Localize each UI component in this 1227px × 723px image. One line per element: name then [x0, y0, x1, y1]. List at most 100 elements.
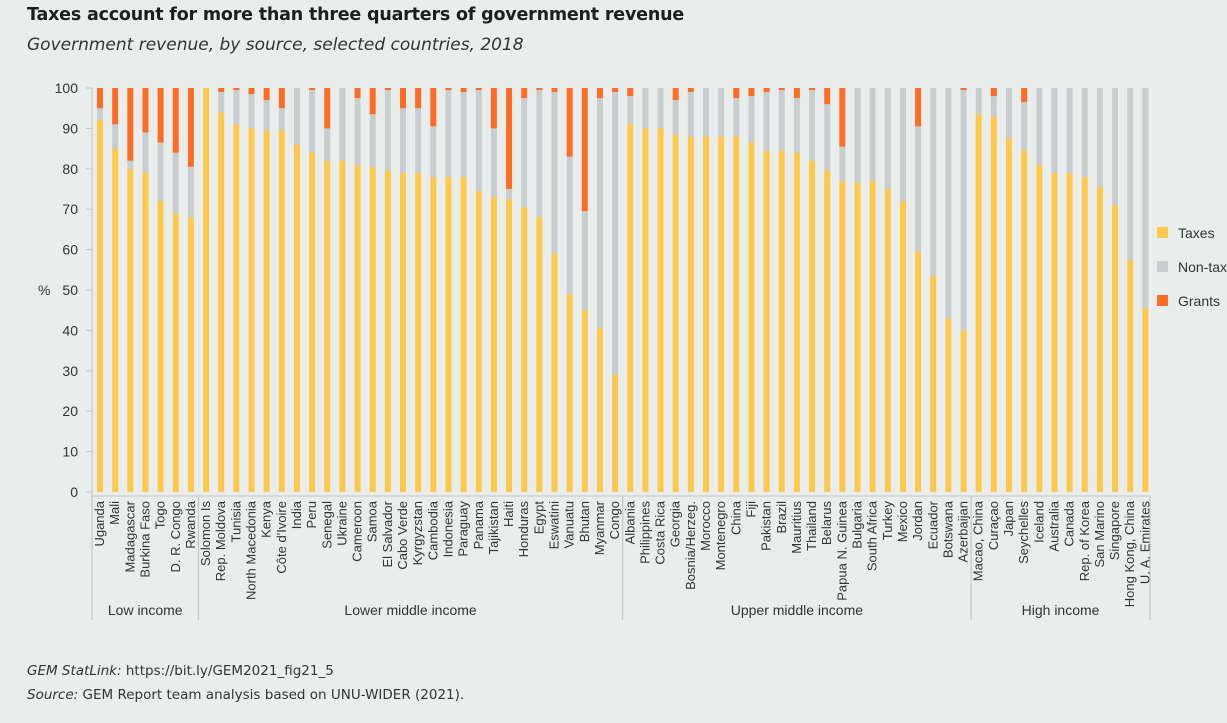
bar-taxes-38 — [672, 134, 679, 492]
x-tick-label: U. A. Emirates — [1137, 501, 1152, 585]
y-tick-label: 30 — [62, 363, 78, 379]
bar-taxes-26 — [490, 197, 497, 492]
bar-grants-23 — [445, 88, 452, 91]
stacked-bar-chart: 0 10 20 30 40 50 60 70 80 90 100% Uganda Mali Madaga… — [38, 80, 1227, 620]
bar-non-tax-29 — [536, 90, 543, 218]
bar-taxes-46 — [793, 152, 800, 492]
bar-taxes-61 — [1021, 150, 1028, 492]
bar-taxes-10 — [248, 128, 255, 492]
bar-grants-10 — [248, 88, 255, 95]
bar-taxes-65 — [1081, 176, 1088, 492]
bar-taxes-53 — [899, 201, 906, 492]
y-tick-label: 50 — [62, 282, 78, 298]
bar-grants-22 — [430, 88, 437, 127]
bar-non-tax-61 — [1021, 102, 1028, 151]
bar-taxes-63 — [1051, 172, 1058, 492]
bar-taxes-60 — [1006, 138, 1012, 492]
x-tick-label: Japan — [1001, 501, 1016, 536]
x-tick-label: Haiti — [501, 501, 516, 527]
bar-taxes-14 — [309, 152, 316, 492]
bar-taxes-12 — [278, 130, 285, 493]
x-tick-label: El Salvador — [380, 500, 395, 567]
bar-non-tax-58 — [975, 88, 982, 115]
x-tick-label: Macao, China — [971, 500, 986, 581]
x-tick-label: Myanmar — [592, 500, 607, 555]
bar-non-tax-17 — [354, 98, 361, 165]
bar-taxes-54 — [915, 251, 922, 492]
bar-non-tax-37 — [657, 88, 664, 129]
bar-taxes-3 — [142, 172, 149, 492]
bar-grants-2 — [127, 88, 134, 161]
x-tick-label: Cameroon — [350, 501, 365, 562]
bar-taxes-18 — [369, 166, 376, 492]
x-tick-label: Costa Rica — [653, 500, 668, 564]
bar-taxes-31 — [566, 294, 573, 492]
legend-swatch-non-tax — [1157, 261, 1168, 272]
bar-non-tax-0 — [97, 108, 103, 121]
bar-grants-11 — [263, 88, 270, 101]
statlink-url[interactable]: https://bit.ly/GEM2021_fig21_5 — [125, 663, 334, 679]
bar-non-tax-15 — [324, 128, 331, 161]
x-tick-label: Honduras — [516, 501, 531, 558]
bar-non-tax-21 — [415, 108, 422, 173]
bar-taxes-67 — [1112, 205, 1119, 492]
bar-non-tax-60 — [1006, 88, 1012, 139]
bar-taxes-68 — [1127, 259, 1134, 492]
bar-taxes-39 — [687, 136, 694, 493]
bar-grants-1 — [112, 88, 119, 125]
bar-taxes-57 — [960, 330, 967, 492]
bar-grants-25 — [475, 88, 482, 91]
bar-non-tax-46 — [793, 98, 800, 153]
statlink-note: GEM StatLink: https://bit.ly/GEM2021_fig… — [27, 663, 334, 679]
bar-non-tax-27 — [506, 189, 513, 200]
bar-grants-61 — [1021, 88, 1028, 103]
bar-taxes-28 — [521, 207, 528, 492]
y-tick-label: 90 — [62, 120, 78, 136]
x-tick-label: Peru — [304, 501, 319, 528]
bar-grants-49 — [839, 88, 846, 147]
bar-taxes-24 — [460, 176, 467, 492]
bar-grants-42 — [733, 88, 740, 99]
bar-grants-21 — [415, 88, 422, 109]
x-tick-label: Hong Kong, China — [1122, 500, 1137, 607]
bar-non-tax-5 — [172, 152, 179, 214]
bar-non-tax-4 — [157, 142, 164, 202]
bar-non-tax-23 — [445, 90, 452, 177]
bar-grants-9 — [233, 88, 240, 91]
bar-non-tax-31 — [566, 156, 573, 295]
bar-non-tax-45 — [778, 90, 785, 151]
x-tick-label: Kyrgyzstan — [410, 501, 425, 565]
bar-grants-14 — [309, 88, 316, 91]
x-tick-label: Fiji — [743, 501, 758, 518]
x-tick-label: Azerbaijan — [956, 501, 971, 562]
x-tick-label: India — [289, 500, 304, 529]
y-axis-label: % — [38, 282, 50, 298]
bar-grants-59 — [990, 88, 997, 97]
bar-non-tax-12 — [278, 108, 285, 131]
x-tick-label: Côte d'Ivoire — [274, 501, 289, 574]
x-tick-label: Cabo Verde — [395, 501, 410, 570]
group-label: Low income — [108, 602, 183, 618]
x-tick-label: China — [728, 500, 743, 535]
bar-taxes-1 — [112, 148, 119, 492]
bar-non-tax-56 — [945, 88, 952, 319]
y-tick-label: 0 — [70, 484, 78, 500]
legend-label: Grants — [1178, 293, 1220, 309]
x-tick-label: Panama — [471, 500, 486, 549]
bar-grants-34 — [612, 88, 619, 93]
x-tick-label: Canada — [1062, 500, 1077, 546]
bar-non-tax-49 — [839, 146, 846, 181]
bar-taxes-4 — [157, 201, 164, 492]
x-tick-label: Iceland — [1031, 501, 1046, 543]
bar-taxes-66 — [1096, 186, 1103, 493]
source-label: Source: — [27, 687, 79, 703]
x-tick-label: Bulgaria — [850, 500, 865, 548]
statlink-label: GEM StatLink: — [27, 663, 122, 679]
bar-taxes-45 — [778, 150, 785, 492]
bar-taxes-55 — [930, 275, 937, 492]
bar-grants-18 — [369, 88, 376, 115]
bar-non-tax-54 — [915, 126, 922, 252]
bar-non-tax-24 — [460, 92, 467, 177]
bar-non-tax-28 — [521, 98, 528, 208]
bar-taxes-23 — [445, 176, 452, 492]
